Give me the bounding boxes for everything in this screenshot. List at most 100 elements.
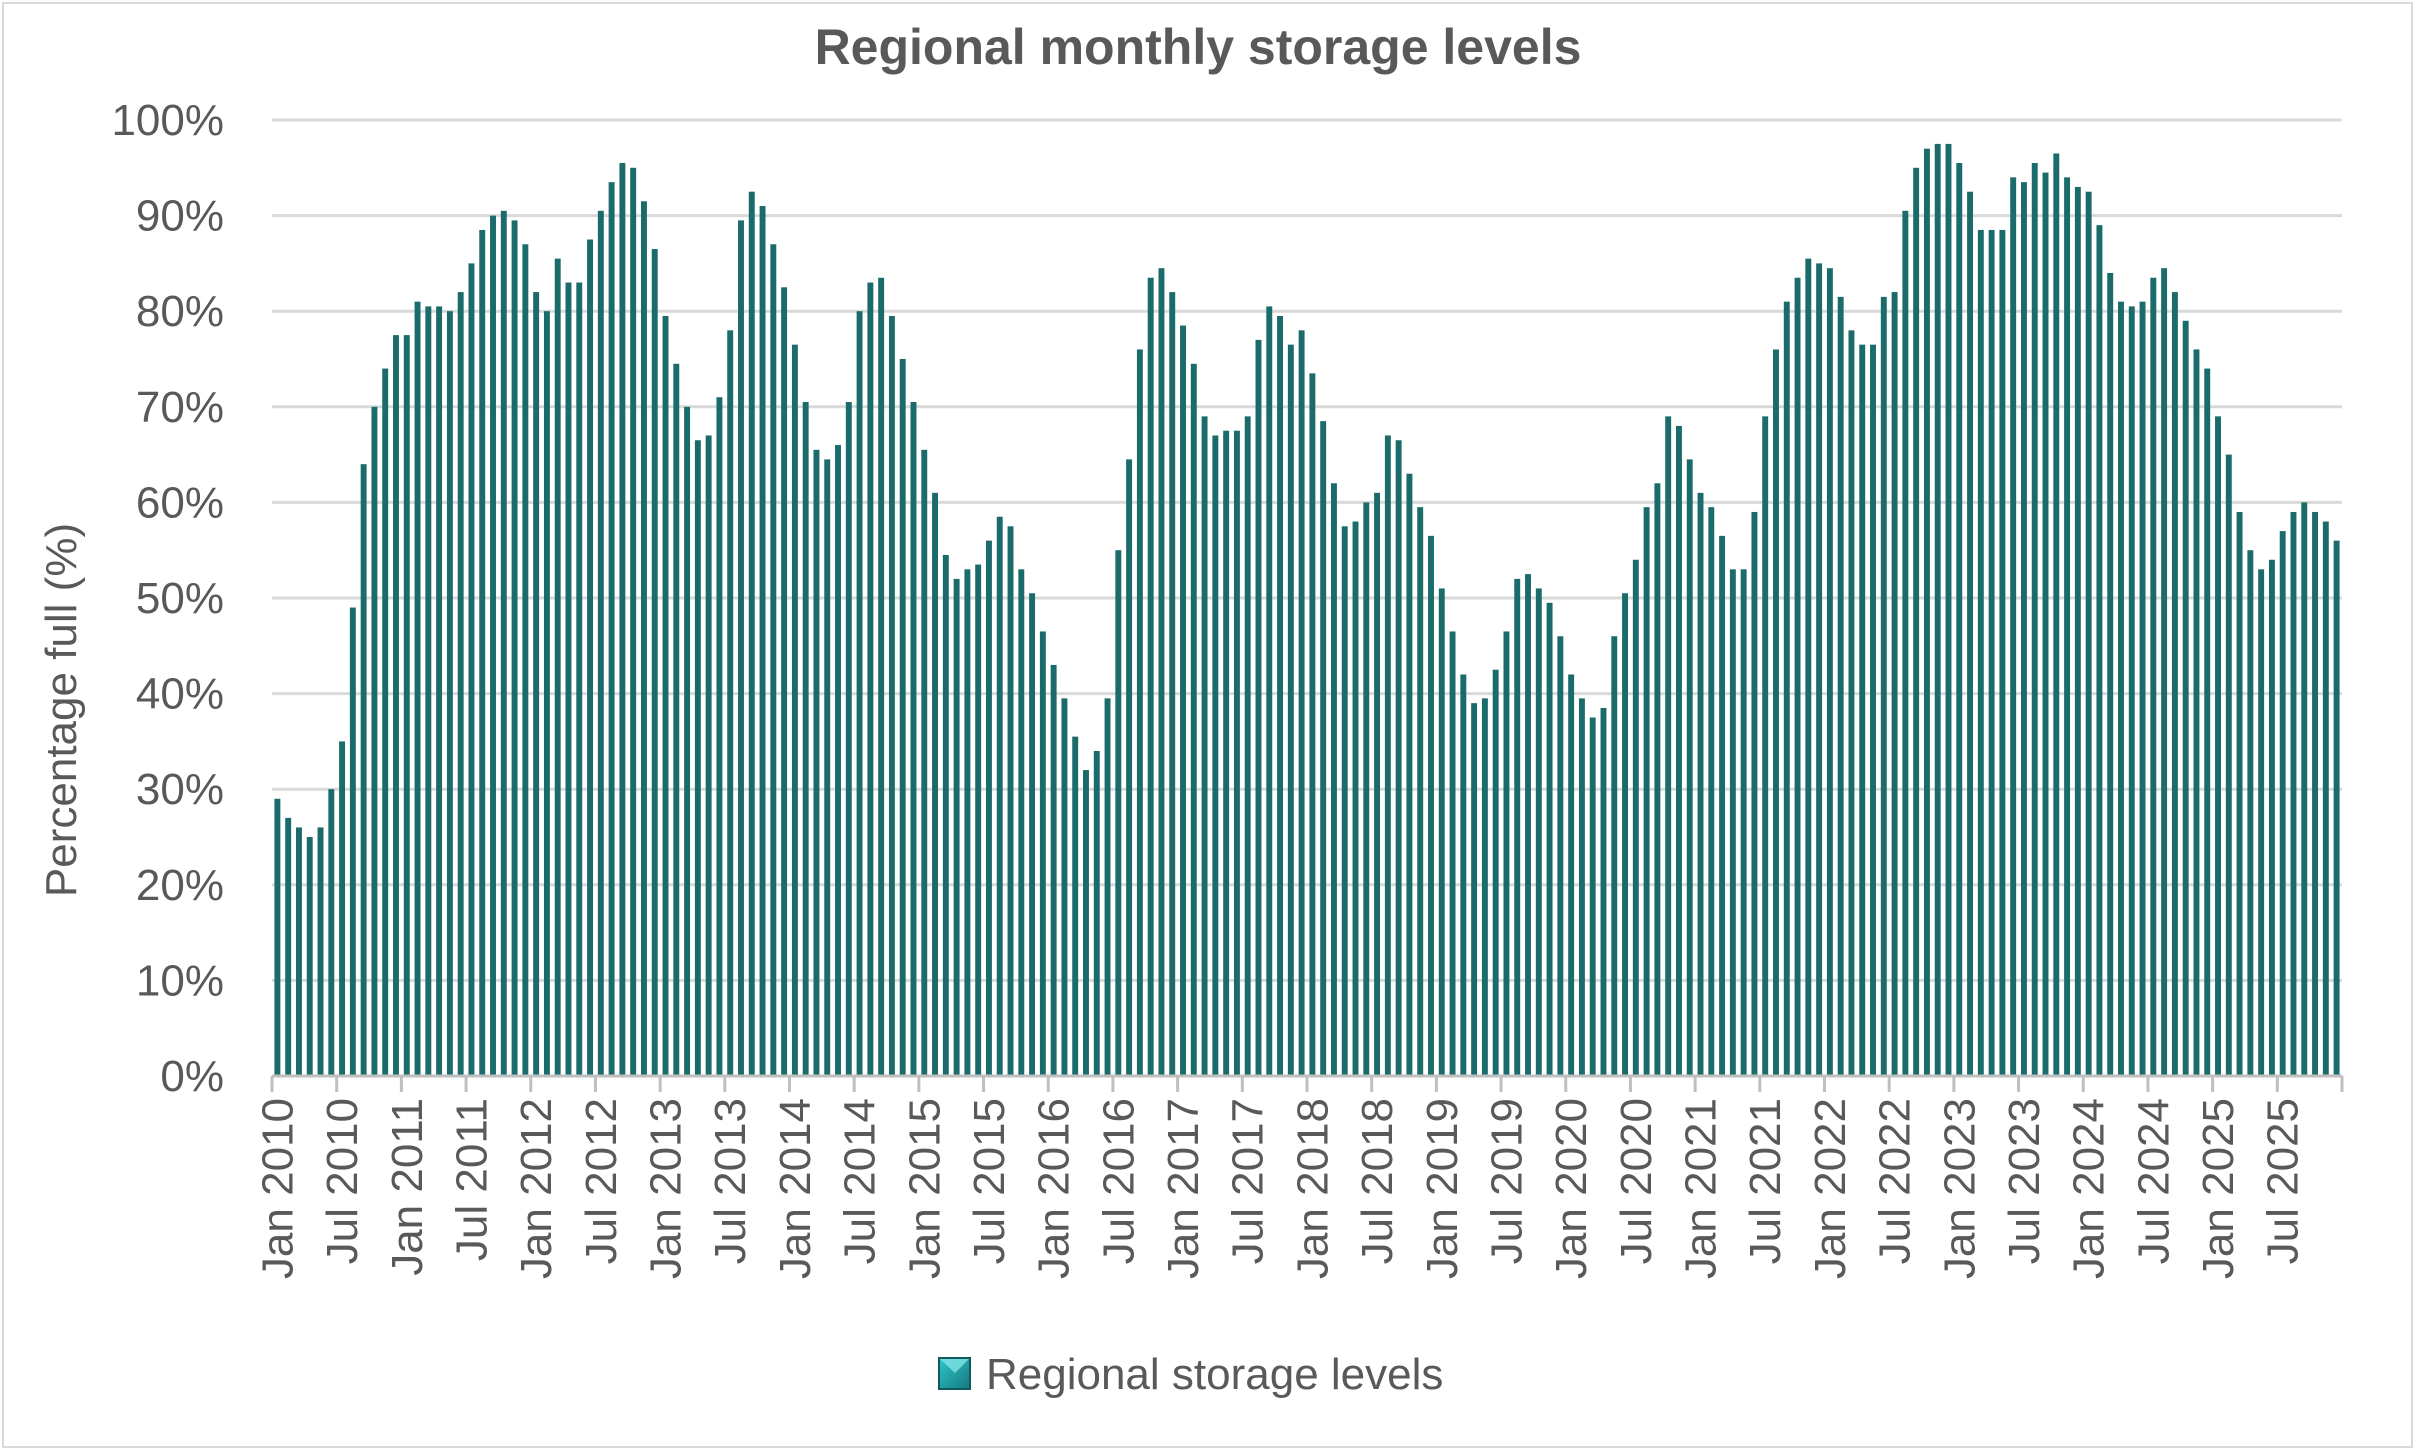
x-tick-label: Jul 2010 (318, 1098, 367, 1264)
bar (1428, 535, 1434, 1076)
bar (813, 449, 820, 1076)
bar (2139, 301, 2146, 1076)
bar (382, 368, 389, 1076)
x-tick-label: Jul 2014 (836, 1098, 885, 1264)
bar (910, 402, 917, 1076)
bar (1902, 210, 1909, 1076)
bar (1018, 569, 1025, 1076)
bar (1384, 435, 1391, 1077)
bar (2161, 268, 2168, 1076)
bar (1072, 736, 1079, 1076)
bar (1341, 526, 1348, 1076)
y-tick-label: 10% (136, 956, 224, 1005)
bar (1481, 698, 1488, 1076)
bar (2225, 454, 2232, 1077)
bar (2128, 306, 2135, 1076)
axes (270, 1074, 2344, 1092)
bar (1697, 492, 1704, 1077)
y-tick-label: 60% (136, 478, 224, 527)
bar (1147, 277, 1154, 1076)
bar (856, 311, 863, 1076)
bar (964, 569, 971, 1076)
bar (867, 282, 874, 1076)
bar (1632, 559, 1639, 1076)
bar (2020, 182, 2027, 1076)
x-tick-label: Jul 2013 (706, 1098, 755, 1264)
bar (2031, 163, 2038, 1076)
bar (1740, 569, 1747, 1076)
bar (328, 789, 335, 1076)
bar (1277, 315, 1284, 1077)
bar (295, 827, 302, 1076)
y-tick-label: 90% (136, 192, 224, 241)
bar (1773, 349, 1779, 1076)
bar (1201, 416, 1208, 1076)
x-tick-label: Jul 2016 (1094, 1098, 1143, 1264)
bar (888, 315, 895, 1077)
bar (1309, 373, 1316, 1077)
bar (2118, 301, 2124, 1076)
bar (522, 244, 529, 1076)
x-tick-label: Jul 2012 (577, 1098, 626, 1264)
chart-title: Regional monthly storage levels (815, 19, 1582, 75)
bar (1212, 435, 1219, 1077)
bar (1988, 229, 1995, 1076)
bar (738, 220, 744, 1076)
bar (845, 402, 852, 1076)
bar (651, 249, 658, 1076)
bar (694, 440, 701, 1076)
bar (2064, 177, 2071, 1077)
bar (1600, 707, 1607, 1076)
bar (1557, 636, 1564, 1076)
bar (673, 363, 680, 1076)
bar (1870, 344, 1876, 1076)
x-tick-label: Jan 2018 (1288, 1098, 1337, 1279)
bar (1438, 588, 1445, 1076)
legend-swatch-facet (940, 1359, 969, 1373)
bar (1320, 421, 1327, 1076)
x-tick-label: Jan 2017 (1159, 1098, 1208, 1279)
bar (1643, 507, 1650, 1076)
bar (1848, 330, 1855, 1076)
bar (533, 292, 540, 1077)
x-tick-label: Jan 2025 (2194, 1098, 2243, 1279)
bar (1039, 631, 1046, 1076)
bar (608, 182, 615, 1076)
bar (1546, 602, 1553, 1076)
x-tick-label: Jul 2017 (1224, 1098, 1273, 1264)
bar (565, 282, 572, 1076)
bar (349, 607, 356, 1076)
bar (543, 311, 550, 1076)
x-tick-label: Jan 2011 (383, 1098, 432, 1276)
bar (1093, 750, 1100, 1076)
bar (490, 215, 496, 1077)
bar (932, 492, 939, 1077)
bar (1471, 703, 1478, 1076)
bar (748, 191, 755, 1076)
bar (2171, 292, 2178, 1077)
bar (1298, 330, 1305, 1076)
bar (2204, 368, 2211, 1076)
bar (1158, 268, 1165, 1076)
bar (975, 564, 982, 1076)
x-tick-label: Jul 2015 (965, 1098, 1014, 1264)
bar (1083, 770, 1089, 1076)
bar (1816, 263, 1823, 1076)
bar (2268, 559, 2275, 1076)
bar (500, 210, 507, 1076)
bar (1352, 521, 1359, 1076)
bar (2182, 320, 2189, 1076)
bar (1880, 296, 1887, 1076)
x-tick-label: Jan 2015 (900, 1098, 949, 1279)
bar (1330, 483, 1337, 1076)
bar (587, 239, 594, 1076)
bar (306, 837, 313, 1076)
bar (2096, 225, 2103, 1076)
bar (921, 449, 928, 1076)
bar (1665, 416, 1672, 1076)
x-tick-label: Jul 2020 (1612, 1098, 1661, 1264)
bar (662, 315, 669, 1077)
y-tick-label: 40% (136, 670, 224, 719)
bar (727, 330, 734, 1076)
bar (770, 244, 777, 1076)
